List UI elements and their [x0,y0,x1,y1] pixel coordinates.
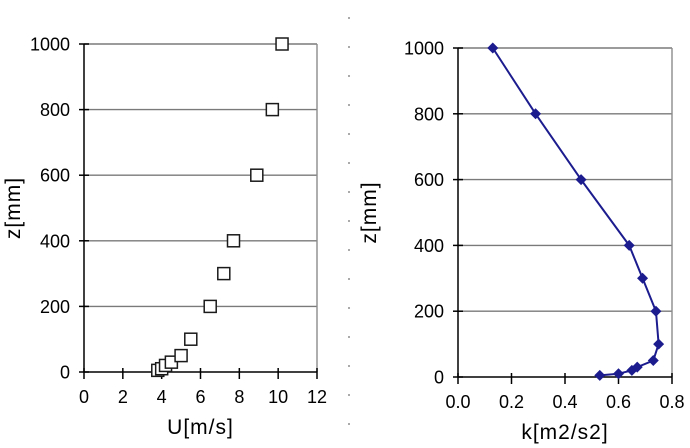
data-marker-square [226,234,241,248]
data-marker-square [217,266,231,281]
x-tick-label: 0.4 [552,392,577,412]
y-tick-label: 0 [60,363,70,383]
y-tick-label: 1000 [30,35,70,55]
data-marker-diamond [594,369,606,381]
data-marker-square [174,348,188,363]
data-marker-square [184,332,198,346]
y-tick-label: 200 [40,297,70,317]
y-tick-label: 1000 [404,39,444,59]
data-marker-square [265,102,280,117]
data-marker-diamond [575,174,587,186]
x-tick-label: 0.8 [659,392,684,412]
data-marker-diamond [631,361,643,373]
x-axis-title: k[m2/s2] [521,421,608,444]
x-tick-label: 0.6 [606,392,631,412]
tke-profile-chart: 0 200 400 600 800 1000 0.0 0.2 0.4 0.6 0.8 k[m2/s2]… [358,39,685,445]
x-tick-label: 12 [307,387,327,407]
y-tick-label: 600 [40,166,70,186]
x-axis-title: U[m/s] [167,416,234,439]
data-marker-diamond [637,272,649,284]
y-tick-label: 0 [434,368,444,388]
velocity-profile-chart: 0 200 400 600 800 1000 0 2 4 6 8 10 12 U[m/s] z[mm] [2,35,327,440]
data-line [491,47,660,377]
x-tick-label: 0 [79,387,89,407]
x-tick-label: 6 [195,387,205,407]
y-tick-label: 200 [414,302,444,322]
data-marker-diamond [647,355,659,367]
y-tick-label: 600 [414,170,444,190]
x-tick-label: 0.2 [499,392,524,412]
x-tick-label: 0.0 [445,392,470,412]
y-axis-title: z[mm] [2,177,25,239]
data-marker-diamond [530,108,542,120]
x-tick-label: 4 [157,387,167,407]
y-tick-label: 400 [40,231,70,251]
data-marker-square [250,168,264,182]
y-axis-title: z[mm] [358,181,381,243]
data-marker-diamond [650,305,662,317]
data-marker-diamond [623,239,635,251]
data-marker-square [275,37,289,51]
data-marker-square [203,299,217,314]
data-marker-diamond [487,42,499,54]
page-break-dashed-separator [348,0,350,448]
data-marker-diamond [613,368,624,380]
y-tick-label: 800 [40,100,70,120]
data-marker-diamond [653,338,665,350]
x-tick-label: 8 [234,387,244,407]
y-tick-label: 400 [414,236,444,256]
y-tick-label: 800 [414,104,444,124]
x-tick-label: 2 [118,387,128,407]
x-tick-label: 10 [268,387,288,407]
